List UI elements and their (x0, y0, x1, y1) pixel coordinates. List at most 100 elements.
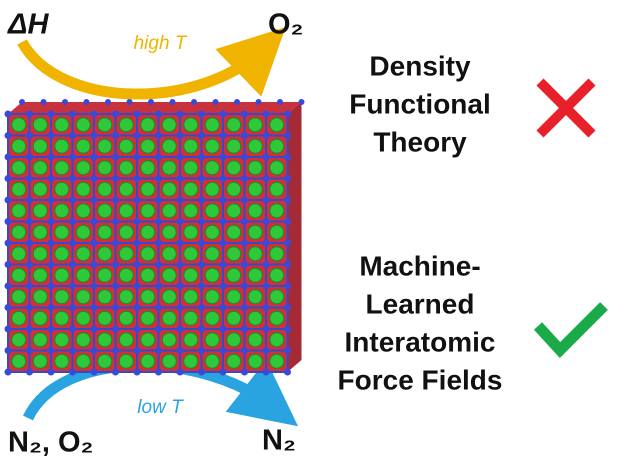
anion (241, 153, 248, 161)
cation (97, 310, 113, 326)
cation (32, 310, 48, 326)
anion (262, 218, 270, 225)
cation (32, 353, 48, 369)
anion (198, 325, 205, 333)
cation (269, 203, 285, 219)
cation (269, 289, 285, 305)
cation (97, 181, 113, 197)
cation (204, 203, 220, 219)
anion (176, 196, 184, 204)
anion (176, 304, 184, 311)
n2-label: N₂ (262, 425, 296, 457)
cation (226, 332, 242, 348)
cation (247, 117, 263, 133)
cation (204, 332, 220, 348)
cation (140, 246, 156, 262)
anion (133, 368, 141, 376)
cation (140, 138, 156, 154)
anion (26, 110, 33, 118)
cation (75, 267, 91, 283)
anion (4, 347, 12, 354)
cation (161, 160, 177, 176)
anion (155, 261, 162, 268)
cation (247, 203, 263, 219)
anion (90, 196, 98, 204)
anion (133, 132, 141, 139)
anion (176, 153, 184, 161)
anion (4, 218, 12, 225)
cation (32, 203, 48, 219)
anion (198, 132, 205, 139)
cation (118, 138, 134, 154)
side-face (287, 102, 302, 372)
cation (75, 181, 91, 197)
anion (47, 304, 55, 311)
anion (47, 110, 55, 118)
anion (284, 239, 291, 247)
n2-o2-label: N₂, O₂ (8, 427, 93, 459)
anion (112, 304, 119, 311)
cation (97, 117, 113, 133)
anion (47, 347, 55, 354)
cation (11, 181, 27, 197)
anion (155, 304, 162, 311)
cation (247, 246, 263, 262)
anion (112, 153, 119, 161)
cation (183, 160, 199, 176)
anion (198, 153, 205, 161)
cation (226, 203, 242, 219)
cation (54, 160, 70, 176)
anion (133, 347, 141, 354)
anion (26, 218, 33, 225)
anion (241, 132, 248, 139)
cation (269, 310, 285, 326)
cation (75, 353, 91, 369)
anion (241, 325, 248, 333)
cation (75, 332, 91, 348)
anion (112, 368, 119, 376)
anion (4, 368, 12, 376)
cation (97, 332, 113, 348)
anion (176, 110, 184, 118)
cation (54, 138, 70, 154)
anion (90, 347, 98, 354)
anion (241, 239, 248, 247)
anion (176, 282, 184, 290)
cation (183, 310, 199, 326)
cation (269, 332, 285, 348)
anion (155, 110, 162, 118)
cation (183, 353, 199, 369)
cation (269, 267, 285, 283)
anion (133, 325, 141, 333)
anion (262, 239, 270, 247)
cation (269, 160, 285, 176)
anion (284, 153, 291, 161)
cation (54, 246, 70, 262)
anion (112, 261, 119, 268)
anion (47, 132, 55, 139)
cation (140, 117, 156, 133)
anion (90, 325, 98, 333)
anion (90, 282, 98, 290)
anion (155, 325, 162, 333)
anion (4, 261, 12, 268)
anion (26, 239, 33, 247)
anion (284, 304, 291, 311)
anion (133, 196, 141, 204)
anion (90, 110, 98, 118)
anion (284, 261, 291, 268)
cation (97, 203, 113, 219)
anion (69, 175, 76, 182)
anion (4, 196, 12, 204)
anion (47, 325, 55, 333)
anion (241, 261, 248, 268)
anion (155, 196, 162, 204)
cation (32, 246, 48, 262)
crystal-lattice (4, 99, 305, 376)
anion (262, 261, 270, 268)
anion (262, 196, 270, 204)
method-line: Theory (373, 126, 467, 157)
anion (198, 196, 205, 204)
anion (198, 261, 205, 268)
